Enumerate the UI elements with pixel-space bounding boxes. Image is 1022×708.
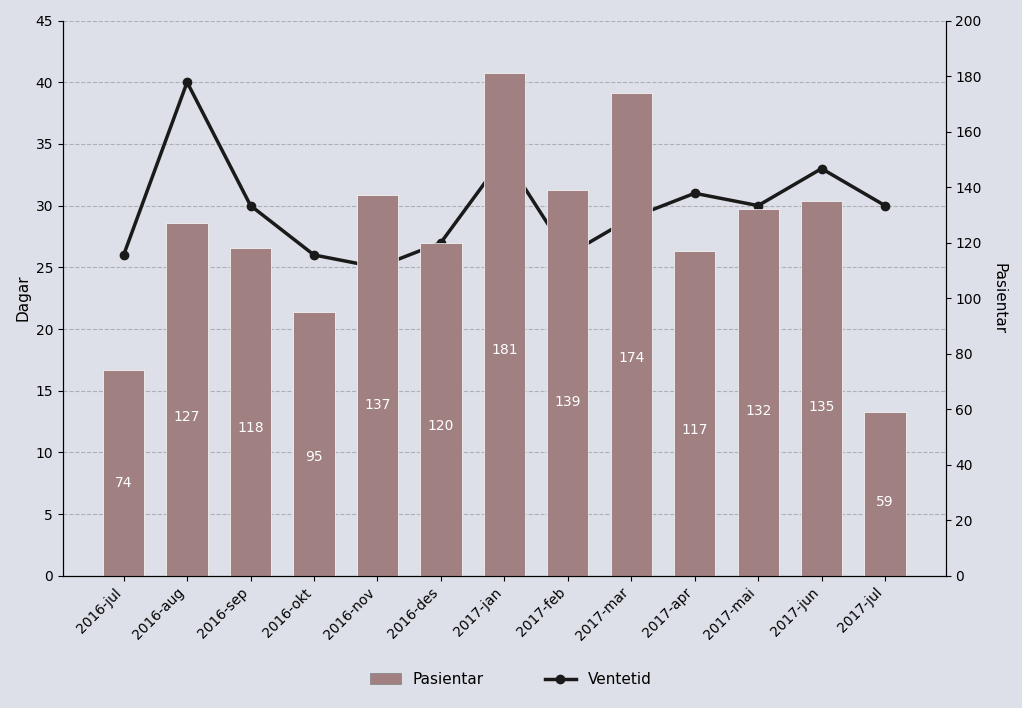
Bar [547, 190, 589, 576]
Text: 137: 137 [364, 398, 390, 411]
Bar [865, 412, 905, 576]
Bar [103, 370, 144, 576]
Text: 181: 181 [491, 343, 518, 357]
Text: 120: 120 [427, 419, 454, 433]
Legend: Pasientar, Ventetid: Pasientar, Ventetid [364, 666, 658, 693]
Text: 132: 132 [745, 404, 772, 418]
Text: 95: 95 [306, 450, 323, 464]
Text: 59: 59 [876, 495, 894, 509]
Bar [738, 210, 779, 576]
Bar [801, 201, 842, 576]
Text: 74: 74 [114, 476, 133, 491]
Text: 135: 135 [808, 400, 835, 414]
Text: 174: 174 [618, 351, 645, 365]
Bar [675, 251, 715, 576]
Bar [167, 223, 207, 576]
Text: 117: 117 [682, 423, 708, 437]
Y-axis label: Pasientar: Pasientar [992, 263, 1007, 333]
Bar [420, 243, 462, 576]
Bar [610, 93, 652, 576]
Text: 139: 139 [555, 395, 582, 409]
Bar [293, 312, 334, 576]
Bar [483, 73, 525, 576]
Text: 127: 127 [174, 410, 200, 424]
Bar [357, 195, 398, 576]
Y-axis label: Dagar: Dagar [15, 275, 30, 321]
Text: 118: 118 [237, 421, 264, 435]
Bar [230, 249, 271, 576]
